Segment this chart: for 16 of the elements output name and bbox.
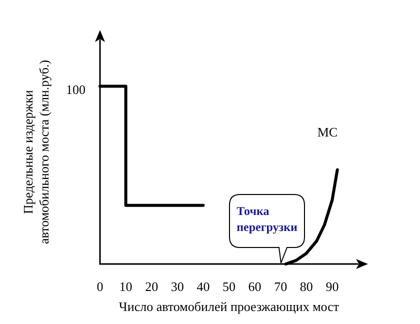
text: MC xyxy=(317,124,338,140)
x-tick-label: 30 xyxy=(170,279,184,294)
y-axis-title: Предельные издержки автомобильного моста (млн.руб.) xyxy=(20,60,52,244)
x-tick-label: 70 xyxy=(274,279,288,294)
x-tick-label: 90 xyxy=(326,279,339,294)
x-tick-label: 60 xyxy=(248,279,262,294)
x-tick-label: 50 xyxy=(222,279,236,294)
annotation: Точка перегрузки xyxy=(236,203,298,235)
x-tick-label: 40 xyxy=(196,279,210,294)
x-tick-label: 20 xyxy=(145,279,158,294)
x-axis-title: Число автомобилей проезжающих мост xyxy=(118,299,340,314)
x-tick-label: 0 xyxy=(96,279,104,294)
text: 100 xyxy=(66,82,86,98)
x-tick-label: 10 xyxy=(119,279,132,294)
speech-bubble: Точка перегрузки xyxy=(228,194,305,264)
x-tick-label: 80 xyxy=(300,279,313,294)
